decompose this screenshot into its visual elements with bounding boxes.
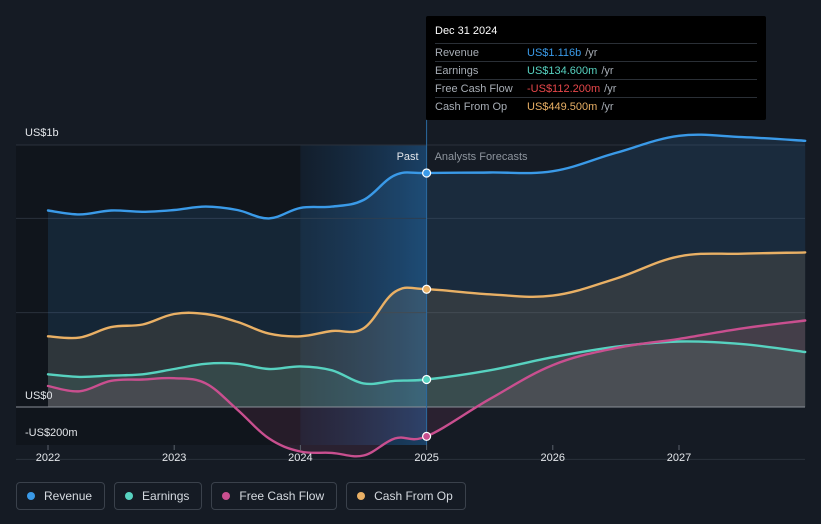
legend: Revenue Earnings Free Cash Flow Cash Fro… bbox=[16, 482, 466, 510]
legend-label: Earnings bbox=[142, 489, 190, 503]
tooltip-unit: /yr bbox=[601, 100, 614, 113]
tooltip-row-earnings: Earnings US$134.600m /yr bbox=[435, 61, 757, 79]
x-axis-ticks: 2022 2023 2024 2025 2026 2027 bbox=[36, 445, 691, 464]
earnings-area bbox=[48, 341, 806, 407]
legend-label: Revenue bbox=[44, 489, 93, 503]
legend-label: Cash From Op bbox=[374, 489, 453, 503]
cash-from-op-marker[interactable] bbox=[422, 284, 432, 294]
earnings-marker[interactable] bbox=[422, 374, 432, 385]
legend-dot-icon bbox=[357, 492, 366, 500]
tooltip-unit: /yr bbox=[604, 82, 617, 95]
earnings-line bbox=[46, 340, 807, 386]
x-tick-label: 2023 bbox=[162, 452, 186, 464]
legend-item-revenue[interactable]: Revenue bbox=[16, 482, 106, 510]
legend-dot-icon bbox=[222, 492, 231, 500]
y-label-zero: US$0 bbox=[25, 390, 53, 402]
tooltip-row-cash-from-op: Cash From Op US$449.500m /yr bbox=[435, 97, 757, 115]
legend-item-free-cash-flow[interactable]: Free Cash Flow bbox=[211, 482, 338, 510]
gridlines bbox=[16, 144, 805, 460]
tooltip: Dec 31 2024 Revenue US$1.116b /yr Earnin… bbox=[426, 16, 766, 120]
cash-from-op-line bbox=[46, 251, 807, 340]
y-label-bottom: -US$200m bbox=[25, 427, 78, 439]
x-tick-label: 2027 bbox=[667, 452, 691, 464]
series-lines bbox=[46, 133, 807, 458]
forecast-label: Analysts Forecasts bbox=[435, 151, 528, 163]
free-cash-flow-marker[interactable] bbox=[422, 431, 432, 441]
revenue-marker[interactable] bbox=[422, 168, 432, 178]
tooltip-date: Dec 31 2024 bbox=[435, 25, 498, 37]
y-label-top: US$1b bbox=[25, 127, 59, 139]
tooltip-value: US$449.500m bbox=[527, 100, 598, 113]
x-tick-label: 2024 bbox=[288, 452, 312, 464]
legend-dot-icon bbox=[125, 492, 134, 500]
free-cash-flow-line bbox=[46, 319, 807, 458]
tooltip-unit: /yr bbox=[585, 46, 598, 59]
x-tick-label: 2022 bbox=[36, 452, 60, 464]
tooltip-label: Revenue bbox=[435, 46, 480, 59]
tooltip-unit: /yr bbox=[601, 64, 614, 77]
tooltip-row-revenue: Revenue US$1.116b /yr bbox=[435, 43, 757, 61]
tooltip-value: US$134.600m bbox=[527, 64, 598, 77]
past-label: Past bbox=[397, 151, 419, 163]
legend-item-cash-from-op[interactable]: Cash From Op bbox=[346, 482, 466, 510]
revenue-line bbox=[46, 133, 807, 220]
tooltip-label: Earnings bbox=[435, 64, 479, 77]
x-tick-label: 2026 bbox=[541, 452, 565, 464]
tooltip-label: Cash From Op bbox=[435, 100, 508, 113]
tooltip-value: -US$112.200m bbox=[527, 82, 601, 95]
x-tick-label: 2025 bbox=[414, 452, 438, 464]
free-cash-flow-area bbox=[48, 320, 806, 457]
series-markers bbox=[422, 168, 432, 441]
highlight-region bbox=[300, 145, 427, 445]
legend-dot-icon bbox=[27, 492, 35, 500]
legend-label: Free Cash Flow bbox=[239, 489, 325, 503]
tooltip-row-free-cash-flow: Free Cash Flow -US$112.200m /yr bbox=[435, 79, 757, 97]
tooltip-label: Free Cash Flow bbox=[435, 82, 513, 95]
tooltip-value: US$1.116b bbox=[527, 46, 582, 59]
legend-item-earnings[interactable]: Earnings bbox=[114, 482, 203, 510]
